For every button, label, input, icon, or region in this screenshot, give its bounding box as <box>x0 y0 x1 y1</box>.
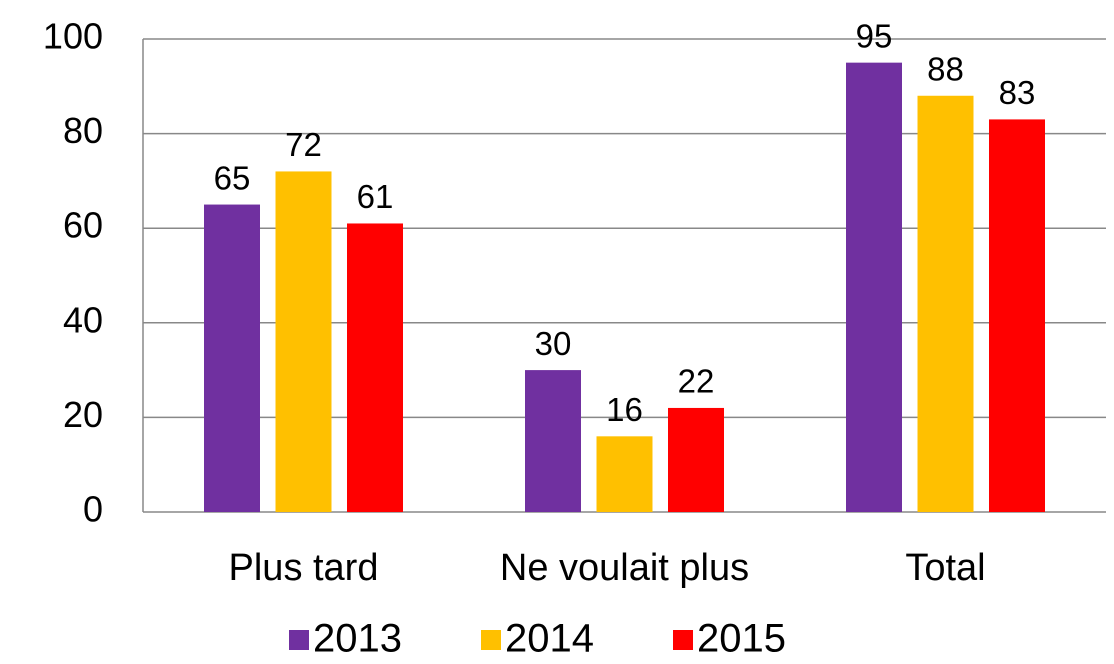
bar <box>989 119 1045 512</box>
y-tick-label: 20 <box>63 394 103 435</box>
x-tick-label: Plus tard <box>229 547 379 589</box>
bar <box>846 62 902 513</box>
legend-swatch <box>289 630 309 650</box>
y-tick-label: 100 <box>43 16 103 57</box>
legend-label: 2015 <box>697 617 786 661</box>
bar <box>917 95 974 512</box>
legend-label: 2013 <box>313 617 402 661</box>
data-label: 22 <box>678 363 715 400</box>
data-label: 83 <box>999 74 1036 111</box>
x-tick-label: Total <box>905 547 985 589</box>
y-tick-label: 0 <box>83 489 103 530</box>
data-label: 61 <box>357 178 394 215</box>
legend-label: 2014 <box>505 617 594 661</box>
data-label: 16 <box>606 391 643 428</box>
x-tick-label: Ne voulait plus <box>500 547 749 589</box>
data-label: 88 <box>927 50 964 87</box>
data-label: 65 <box>214 159 251 196</box>
y-tick-label: 40 <box>63 299 103 340</box>
legend-swatch <box>673 630 693 650</box>
y-tick-label: 80 <box>63 110 103 151</box>
data-label: 72 <box>285 126 322 163</box>
data-label: 95 <box>856 17 893 54</box>
bar <box>204 204 260 513</box>
bar <box>347 223 403 512</box>
data-label: 30 <box>535 325 572 362</box>
y-tick-label: 60 <box>63 205 103 246</box>
bar <box>668 407 724 512</box>
bar <box>275 171 332 512</box>
legend-swatch <box>481 630 501 650</box>
bar <box>596 436 653 512</box>
bar <box>525 370 581 512</box>
